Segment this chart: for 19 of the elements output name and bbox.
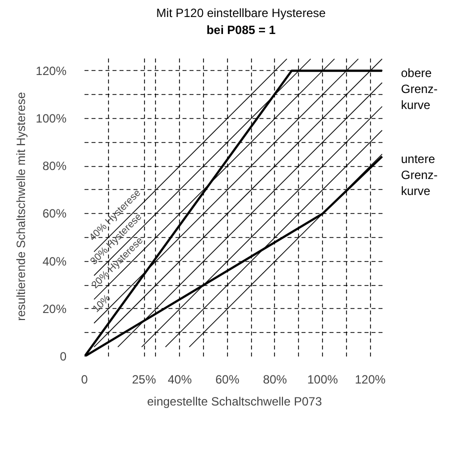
x-tick-label: 100% <box>307 372 338 386</box>
y-tick-label: 20% <box>42 302 67 316</box>
y-axis-title: resultierende Schaltschwelle mit Hysterese <box>14 92 28 321</box>
x-tick-label: 80% <box>262 372 288 386</box>
y-tick-label: 60% <box>42 206 67 221</box>
y-tick-label: 120% <box>36 64 67 78</box>
y-tick-label: 0 <box>60 350 67 364</box>
y-tick-label: 80% <box>42 159 67 174</box>
x-tick-label: 40% <box>168 372 192 386</box>
x-tick-label: 0 <box>81 372 88 386</box>
y-tick-label: 40% <box>42 254 67 268</box>
x-axis-title: eingestellte Schaltschwelle P073 <box>147 394 322 408</box>
x-tick-label: 120% <box>354 372 386 386</box>
series-label: obere Grenz- kurve <box>401 65 438 113</box>
series-label: untere Grenz- kurve <box>401 151 438 199</box>
x-tick-label: 60% <box>215 372 240 386</box>
x-tick-label: 25% <box>132 372 156 386</box>
chart-title: Mit P120 einstellbare Hysterese bei P085 = 1 <box>156 5 326 40</box>
y-tick-label: 100% <box>36 111 67 126</box>
